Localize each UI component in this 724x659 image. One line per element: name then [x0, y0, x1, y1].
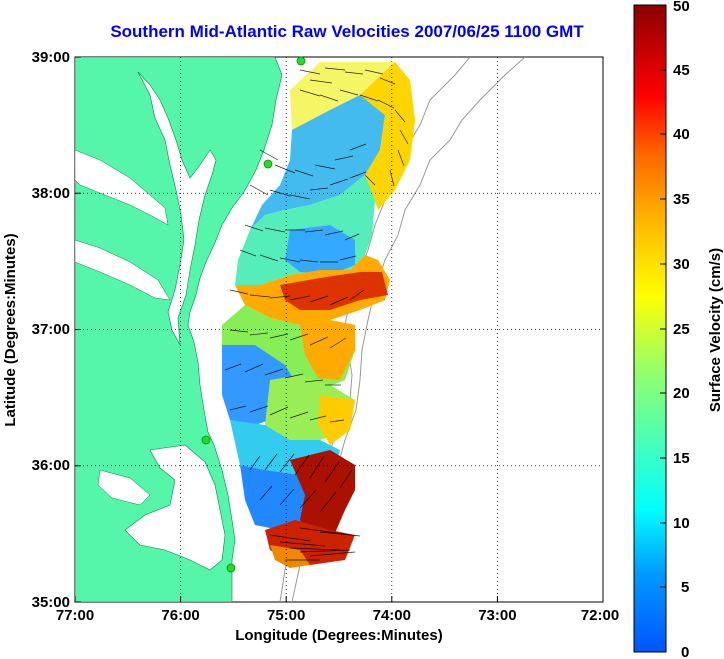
- y-tick-label: 35:00: [32, 594, 70, 611]
- sound-water: [124, 444, 226, 571]
- station-marker: [296, 56, 306, 66]
- x-tick-label: 72:00: [581, 607, 619, 624]
- colorbar-tick-label: 45: [673, 62, 690, 79]
- x-tick-label: 75:00: [267, 607, 305, 624]
- colorbar-tick-label: 15: [673, 450, 690, 467]
- x-axis-label: Longitude (Degrees:Minutes): [235, 627, 443, 644]
- y-tick-label: 39:00: [32, 49, 70, 66]
- map-title: Southern Mid-Atlantic Raw Velocities 200…: [110, 22, 584, 41]
- colorbar-tick-label: 50: [673, 0, 690, 15]
- colorbar-tick-label: 25: [673, 321, 690, 338]
- y-tick-label: 36:00: [32, 457, 70, 474]
- y-tick-label: 38:00: [32, 185, 70, 202]
- colorbar-label: Surface Velocity (cm/s): [707, 248, 724, 412]
- grid-lines: [75, 57, 603, 602]
- station-marker: [201, 435, 211, 445]
- x-tick-label: 74:00: [373, 607, 411, 624]
- x-tick-label: 77:00: [56, 607, 94, 624]
- colorbar-tick-labels: 0 5 10 15 20 25 30 35 40 45 50: [673, 0, 690, 659]
- station-marker: [263, 159, 273, 169]
- y-tick-label: 37:00: [32, 321, 70, 338]
- colorbar-tick-label: 40: [673, 126, 690, 143]
- bay-water: [137, 71, 217, 346]
- colorbar-tick-label: 10: [673, 515, 690, 532]
- y-tick-labels: 39:00 38:00 37:00 36:00 35:00: [32, 49, 70, 611]
- bay-tributary: [75, 239, 171, 301]
- axis-ticks: [74, 56, 604, 603]
- x-tick-labels: 77:00 76:00 75:00 74:00 73:00 72:00: [56, 607, 619, 624]
- radar-stations: [201, 56, 306, 573]
- colorbar-ticks: [660, 69, 666, 588]
- colorbar-tick-label: 30: [673, 256, 690, 273]
- colorbar-tick-label: 20: [673, 385, 690, 402]
- colorbar-tick-label: 5: [681, 579, 689, 596]
- x-tick-label: 76:00: [161, 607, 199, 624]
- colorbar-tick-label: 0: [681, 644, 689, 659]
- x-tick-label: 73:00: [478, 607, 516, 624]
- colorbar-tick-label: 35: [673, 191, 690, 208]
- velocity-vectors: [224, 67, 409, 561]
- station-marker: [226, 563, 236, 573]
- y-axis-label: Latitude (Degrees:Minutes): [2, 233, 19, 426]
- sound-water: [97, 469, 151, 506]
- bay-tributary: [75, 149, 169, 226]
